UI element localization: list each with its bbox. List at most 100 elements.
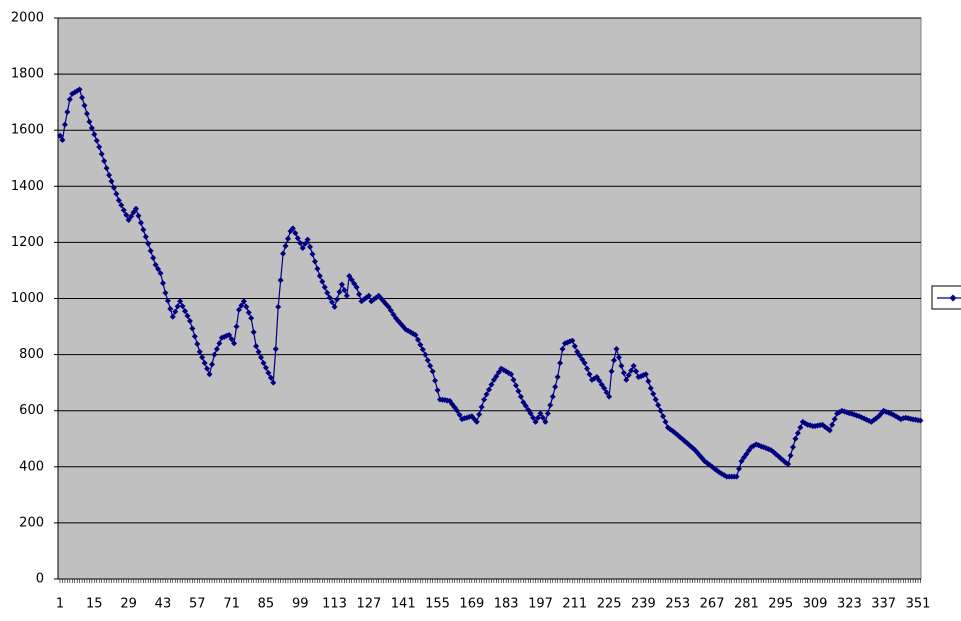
point-marker: [284, 235, 291, 242]
point-marker: [226, 331, 233, 338]
point-marker: [434, 387, 441, 394]
point-marker: [137, 219, 144, 226]
point-marker: [194, 340, 201, 347]
point-marker: [191, 333, 198, 340]
point-marker: [250, 329, 257, 336]
point-marker: [456, 411, 463, 418]
point-marker: [159, 280, 166, 287]
point-marker: [280, 250, 287, 257]
point-marker: [167, 305, 174, 312]
x-tick-label: 15: [86, 597, 103, 612]
x-tick-label: 57: [189, 597, 206, 612]
point-marker: [387, 307, 394, 314]
point-marker: [655, 402, 662, 409]
point-marker: [633, 368, 640, 375]
point-marker: [334, 296, 341, 303]
point-marker: [231, 340, 238, 347]
point-marker: [618, 362, 625, 369]
point-marker: [329, 299, 336, 306]
point-marker: [101, 158, 108, 165]
point-marker: [128, 213, 135, 220]
point-marker: [559, 345, 566, 352]
point-marker: [432, 377, 439, 384]
point-marker: [307, 243, 314, 250]
point-marker: [304, 236, 311, 243]
x-tick-label: 155: [425, 597, 450, 612]
point-marker: [569, 337, 576, 344]
y-tick-label: 1400: [11, 179, 44, 194]
x-tick-label: 337: [871, 597, 896, 612]
point-marker: [157, 270, 164, 277]
point-marker: [118, 202, 125, 209]
point-marker: [66, 96, 73, 103]
x-tick-label: 295: [768, 597, 793, 612]
point-marker: [179, 303, 186, 310]
point-marker: [414, 336, 421, 343]
point-marker: [155, 266, 162, 273]
y-tick-label: 0: [36, 572, 44, 587]
point-marker: [177, 298, 184, 305]
point-marker: [189, 325, 196, 332]
point-marker: [657, 407, 664, 414]
point-marker: [522, 402, 529, 409]
point-marker: [248, 315, 255, 322]
point-marker: [314, 265, 321, 272]
y-tick-label: 800: [19, 347, 44, 362]
point-marker: [81, 102, 88, 109]
x-tick-label: 239: [631, 597, 656, 612]
point-marker: [253, 343, 260, 350]
point-marker: [142, 233, 149, 240]
point-marker: [571, 343, 578, 350]
point-marker: [324, 289, 331, 296]
y-tick-label: 200: [19, 515, 44, 530]
point-marker: [829, 421, 836, 428]
point-marker: [83, 110, 90, 117]
point-marker: [331, 303, 338, 310]
point-marker: [145, 240, 152, 247]
point-marker: [76, 86, 83, 93]
point-marker: [530, 414, 537, 421]
point-marker: [611, 357, 618, 364]
point-marker: [162, 289, 169, 296]
point-marker: [483, 391, 490, 398]
x-tick-label: 1: [56, 597, 64, 612]
point-marker: [326, 294, 333, 301]
point-marker: [206, 371, 213, 378]
point-marker: [792, 435, 799, 442]
y-tick-label: 1800: [11, 67, 44, 82]
point-marker: [98, 151, 105, 158]
point-marker: [348, 276, 355, 283]
point-marker: [478, 404, 485, 411]
point-marker: [785, 460, 792, 467]
point-marker: [64, 108, 71, 115]
point-marker: [186, 317, 193, 324]
point-marker: [341, 287, 348, 294]
legend: [931, 285, 961, 310]
point-marker: [736, 465, 743, 472]
point-marker: [527, 410, 534, 417]
point-marker: [289, 225, 296, 232]
point-marker: [213, 345, 220, 352]
point-marker: [140, 226, 147, 233]
point-marker: [201, 360, 208, 367]
point-marker: [794, 430, 801, 437]
x-tick-label: 99: [292, 597, 309, 612]
point-marker: [520, 399, 527, 406]
point-marker: [216, 340, 223, 347]
point-marker: [174, 303, 181, 310]
point-marker: [277, 277, 284, 284]
point-marker: [316, 273, 323, 280]
point-marker: [579, 356, 586, 363]
x-tick-label: 183: [494, 597, 519, 612]
point-marker: [270, 379, 277, 386]
point-marker: [427, 362, 434, 369]
point-marker: [108, 178, 115, 185]
point-marker: [733, 473, 740, 480]
point-marker: [258, 354, 265, 361]
point-marker: [547, 402, 554, 409]
point-marker: [120, 207, 127, 214]
point-marker: [311, 258, 318, 265]
point-marker: [343, 292, 350, 299]
point-marker: [537, 410, 544, 417]
point-marker: [429, 368, 436, 375]
